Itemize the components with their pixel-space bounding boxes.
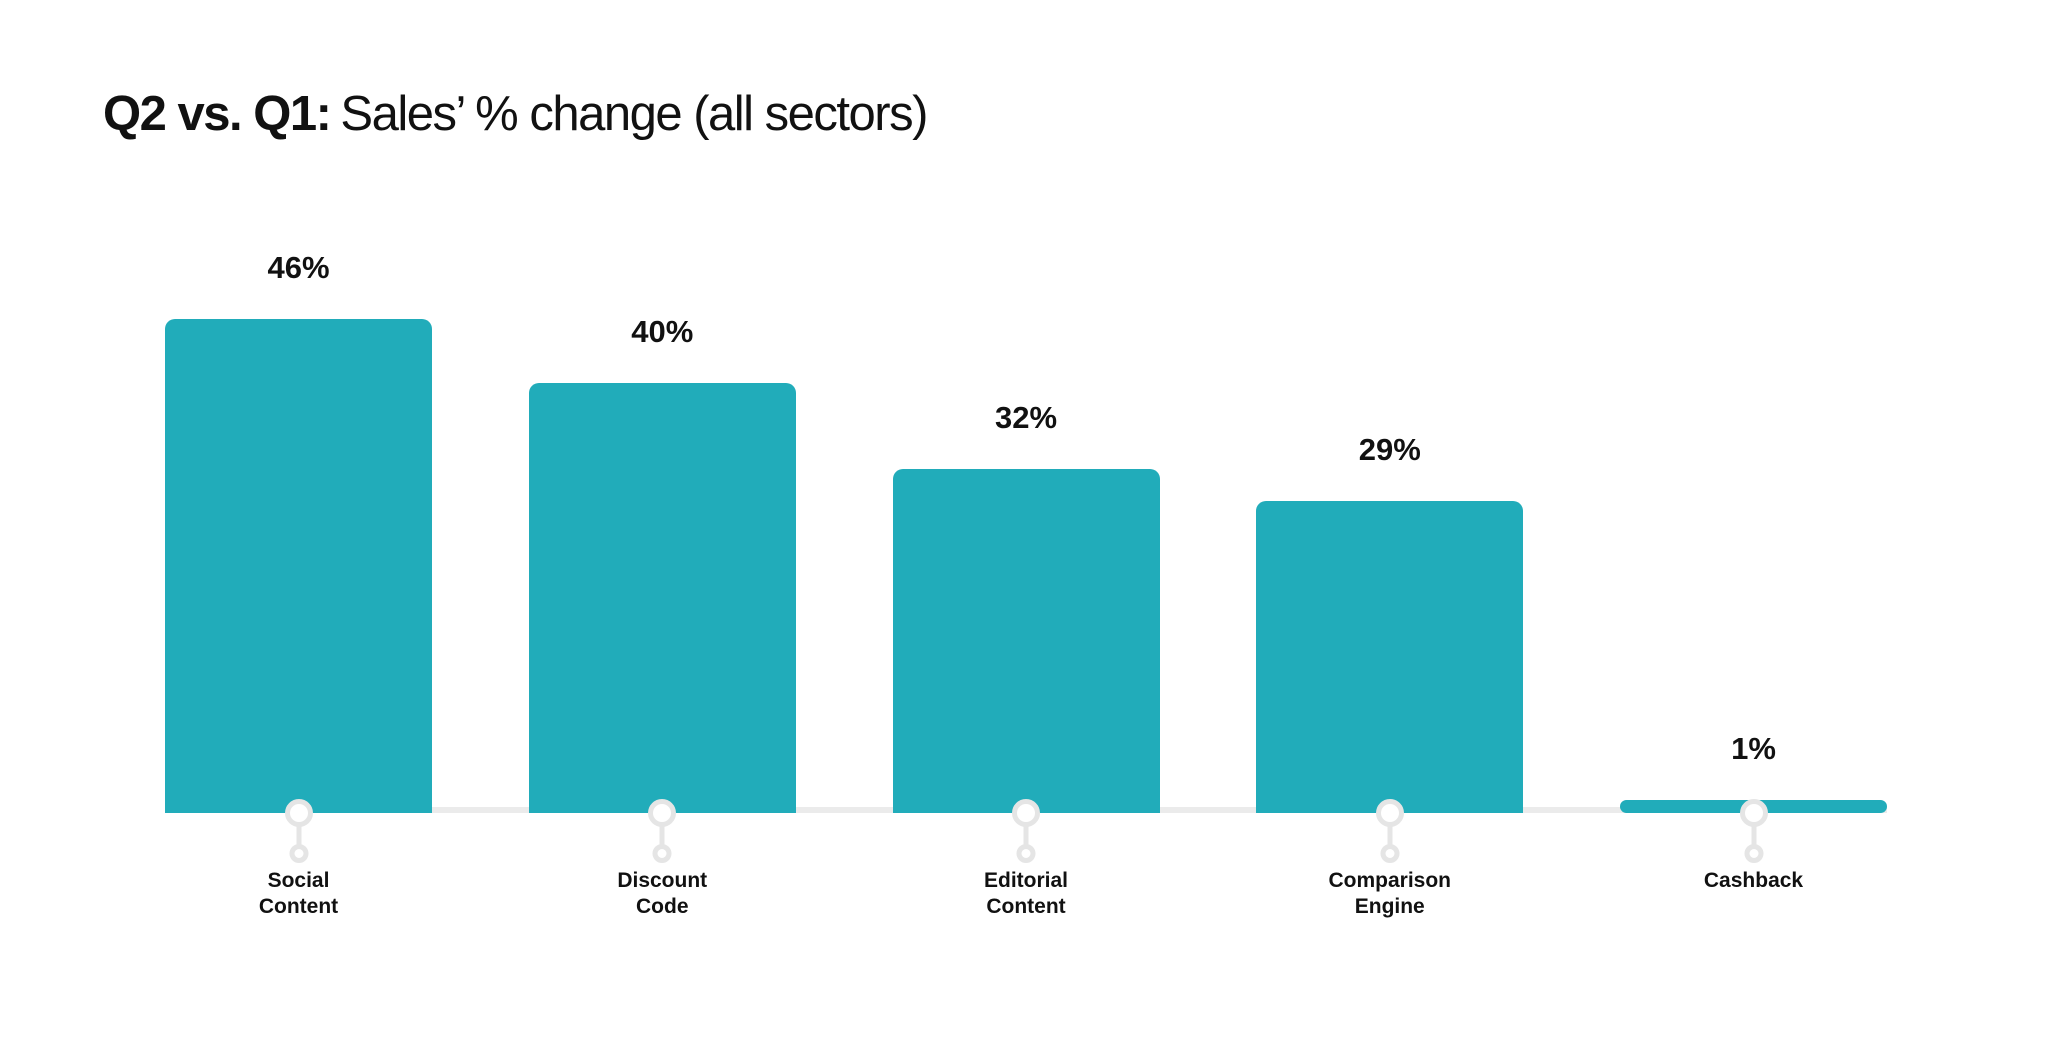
marker-stem bbox=[1387, 813, 1393, 853]
category-label-line: Engine bbox=[1354, 895, 1425, 919]
category-label-line: Editorial bbox=[983, 869, 1068, 892]
marker-top-circle bbox=[648, 799, 677, 827]
bar-column: 32% Editorial Content bbox=[892, 0, 1160, 918]
chart-title-emphasis: Q2 vs. Q1: bbox=[103, 87, 332, 141]
marker-bottom-circle bbox=[289, 844, 308, 863]
bar-value-label: 29% bbox=[1358, 432, 1421, 468]
category-label-line: Code bbox=[636, 895, 689, 919]
marker-bottom-circle bbox=[652, 844, 672, 863]
bar bbox=[165, 318, 432, 813]
bar-column: 29% Comparison Engine bbox=[1256, 0, 1524, 918]
category-label: Editorial Content bbox=[893, 868, 1160, 921]
marker-stem bbox=[659, 813, 665, 853]
category-label: Comparison Engine bbox=[1256, 868, 1523, 921]
category-label: Social Content bbox=[165, 868, 432, 921]
bar-value-label: 32% bbox=[994, 400, 1058, 435]
marker-top-circle bbox=[1012, 799, 1040, 827]
bar-column: 46% Social Content bbox=[165, 0, 432, 918]
bar-column: 1% Cashback bbox=[1620, 0, 1887, 892]
marker-top-circle bbox=[1375, 799, 1404, 827]
marker-top-circle bbox=[284, 799, 313, 827]
category-label-line: Social bbox=[267, 869, 330, 892]
category-label-line: Cashback bbox=[1703, 869, 1804, 892]
category-label-line: Content bbox=[986, 895, 1066, 919]
chart-title-subtitle: Sales’ % change (all sectors) bbox=[340, 87, 928, 141]
category-label-line: Content bbox=[258, 895, 339, 919]
bar bbox=[528, 383, 796, 813]
chart-title: Q2 vs. Q1: Sales’ % change (all sectors) bbox=[103, 86, 928, 142]
marker-stem bbox=[1023, 813, 1029, 853]
bar-chart: 46% Social Content 40% Discount Code 32% Editor… bbox=[165, 0, 1887, 918]
category-label-line: Discount bbox=[617, 869, 708, 892]
category-label: Discount Code bbox=[529, 868, 796, 921]
marker-stem bbox=[1751, 813, 1756, 853]
category-label: Cashback bbox=[1620, 868, 1887, 894]
marker-stem bbox=[296, 813, 301, 853]
marker-bottom-circle bbox=[1016, 844, 1036, 863]
bar-value-label: 40% bbox=[631, 314, 694, 349]
category-label-line: Comparison bbox=[1328, 869, 1451, 892]
marker-top-circle bbox=[1739, 799, 1768, 827]
marker-bottom-circle bbox=[1744, 844, 1763, 863]
marker-bottom-circle bbox=[1380, 844, 1400, 863]
bar-column: 40% Discount Code bbox=[528, 0, 796, 918]
bar-value-label: 46% bbox=[267, 249, 330, 285]
bar bbox=[1256, 501, 1524, 813]
bar-value-label: 1% bbox=[1731, 731, 1776, 766]
bar bbox=[892, 469, 1160, 813]
